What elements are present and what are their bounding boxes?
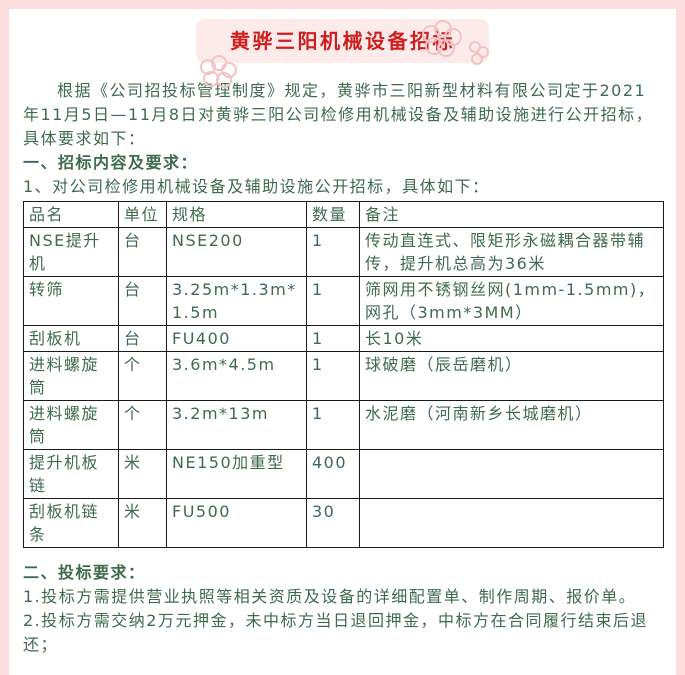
table-row: NSE提升机 台 NSE200 1 传动直连式、限矩形永磁耦合器带辅传，提升机总…: [23, 227, 664, 277]
cell-qty: 1: [306, 227, 360, 277]
cell-qty: 30: [306, 498, 360, 548]
cell-qty: 1: [306, 325, 360, 352]
cell-unit: 台: [118, 325, 167, 352]
cell-unit: 台: [118, 276, 167, 326]
section2-item-1: 1.投标方需提供营业执照等相关资质及设备的详细配置单、制作周期、报价单。: [23, 587, 637, 606]
cell-spec: FU500: [166, 498, 307, 548]
cell-spec: 3.2m*13m: [166, 400, 307, 450]
cell-name: 转筛: [23, 276, 119, 326]
cell-name: 刮板机: [23, 325, 119, 352]
cell-qty: 1: [306, 276, 360, 326]
table-row: 转筛 台 3.25m*1.3m*1.5m 1 筛网用不锈钢丝网(1mm-1.5m…: [23, 276, 664, 326]
cell-qty: 1: [306, 351, 360, 401]
cell-remark: 长10米: [359, 325, 664, 352]
table-row: 刮板机 台 FU400 1 长10米: [23, 325, 664, 352]
column-header-unit: 单位: [118, 201, 167, 228]
table-row: 提升机板链 米 NE150加重型 400: [23, 449, 664, 499]
cell-qty: 400: [306, 449, 360, 499]
cell-qty: 1: [306, 400, 360, 450]
cell-spec: 3.6m*4.5m: [166, 351, 307, 401]
intro-paragraph: 根据《公司招投标管理制度》规定，黄骅市三阳新型材料有限公司定于2021年11月5…: [23, 81, 654, 148]
section2-item-2: 2.投标方需交纳2万元押金，未中标方当日退回押金，中标方在合同履行结束后退还；: [23, 611, 648, 654]
column-header-spec: 规格: [166, 201, 307, 228]
cell-name: NSE提升机: [23, 227, 119, 277]
section2-heading: 二、投标要求：: [23, 563, 146, 582]
cell-unit: 米: [118, 449, 167, 499]
cell-remark: 传动直连式、限矩形永磁耦合器带辅传，提升机总高为36米: [359, 227, 664, 277]
column-header-qty: 数量: [306, 201, 360, 228]
cell-spec: NSE200: [166, 227, 307, 277]
table-row: 刮板机链条 米 FU500 30: [23, 498, 664, 548]
cell-unit: 个: [118, 351, 167, 401]
cell-remark: 筛网用不锈钢丝网(1mm-1.5mm)，网孔（3mm*3MM）: [359, 276, 664, 326]
table-header-row: 品名 单位 规格 数量 备注: [23, 201, 664, 228]
document-body: 根据《公司招投标管理制度》规定，黄骅市三阳新型材料有限公司定于2021年11月5…: [9, 79, 676, 657]
cell-remark: 水泥磨（河南新乡长城磨机）: [359, 400, 664, 450]
cell-remark: 球破磨（辰岳磨机）: [359, 351, 664, 401]
cell-name: 刮板机链条: [23, 498, 119, 548]
section1-line: 1、对公司检修用机械设备及辅助设施公开招标，具体如下：: [23, 177, 490, 196]
cell-spec: NE150加重型: [166, 449, 307, 499]
column-header-remark: 备注: [359, 201, 664, 228]
cell-name: 进料螺旋筒: [23, 400, 119, 450]
cell-spec: FU400: [166, 325, 307, 352]
table-row: 进料螺旋筒 个 3.2m*13m 1 水泥磨（河南新乡长城磨机）: [23, 400, 664, 450]
section1-heading: 一、招标内容及要求：: [23, 153, 199, 172]
title-banner: 黄骅三阳机械设备招标: [9, 19, 676, 88]
page-title: 黄骅三阳机械设备招标: [196, 19, 489, 63]
cell-unit: 个: [118, 400, 167, 450]
table-row: 进料螺旋筒 个 3.6m*4.5m 1 球破磨（辰岳磨机）: [23, 351, 664, 401]
cell-remark: [359, 498, 664, 548]
column-header-name: 品名: [23, 201, 119, 228]
cell-name: 提升机板链: [23, 449, 119, 499]
cell-unit: 米: [118, 498, 167, 548]
cell-remark: [359, 449, 664, 499]
cell-name: 进料螺旋筒: [23, 351, 119, 401]
cell-unit: 台: [118, 227, 167, 277]
cell-spec: 3.25m*1.3m*1.5m: [166, 276, 307, 326]
equipment-table: 品名 单位 规格 数量 备注 NSE提升机 台 NSE200 1 传动直连式、限…: [23, 201, 664, 548]
